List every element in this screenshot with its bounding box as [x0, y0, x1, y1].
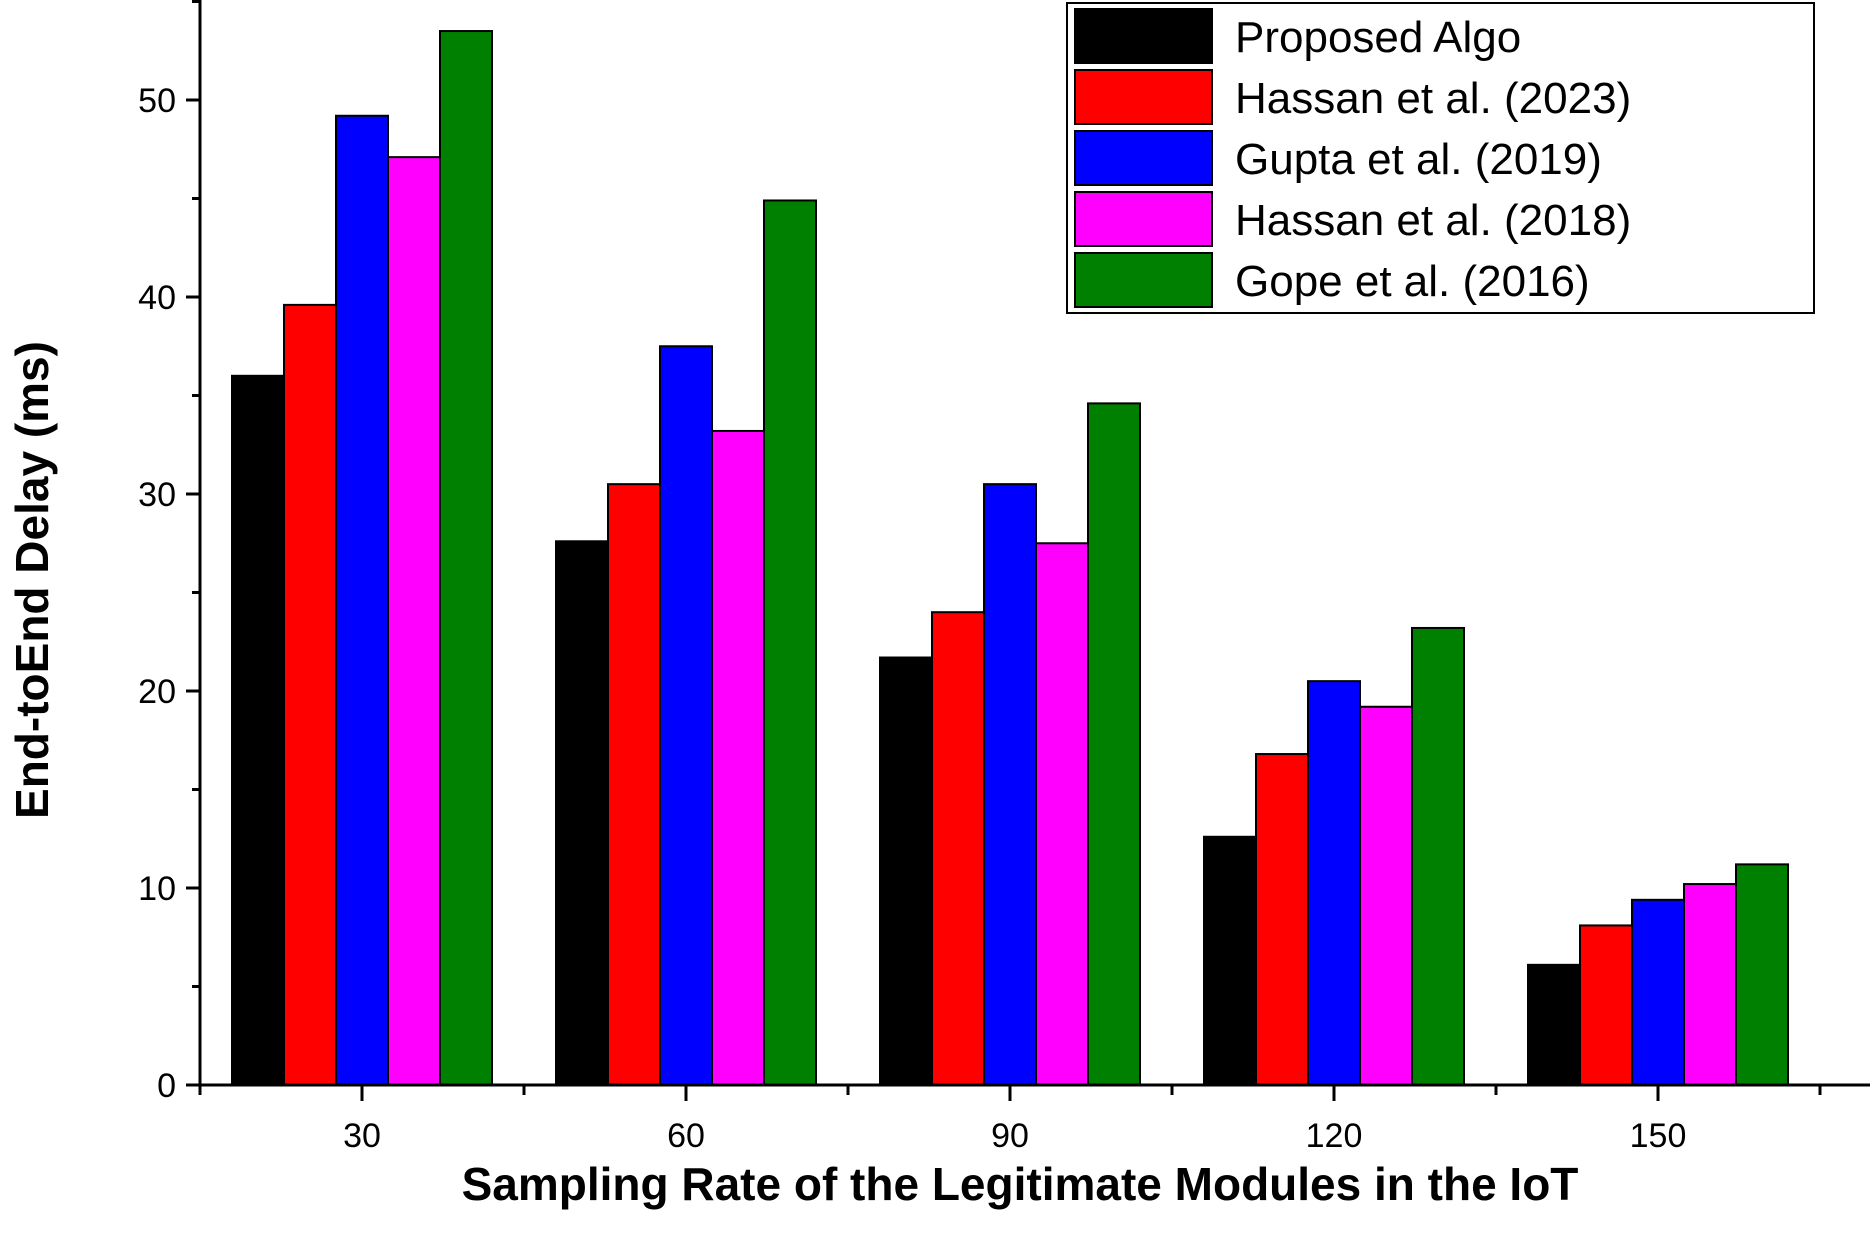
bar-90-1 [879, 656, 933, 1086]
legend: Proposed Algo Hassan et al. (2023) Gupta e… [1066, 2, 1815, 314]
bar-60-4 [711, 429, 765, 1086]
x-axis-title: Sampling Rate of the Legitimate Modules … [462, 1158, 1579, 1210]
bar-150-2 [1579, 924, 1633, 1086]
x-tick-label: 30 [343, 1117, 381, 1155]
bar-30-2 [283, 303, 337, 1086]
bar-60-5 [763, 199, 817, 1087]
legend-swatch [1074, 252, 1213, 308]
bar-120-3 [1307, 680, 1361, 1087]
bar-30-3 [335, 114, 389, 1086]
x-tick-label: 150 [1630, 1117, 1687, 1155]
bar-60-1 [555, 540, 609, 1086]
bar-30-4 [387, 156, 441, 1086]
bar-60-3 [659, 345, 713, 1086]
bar-150-4 [1683, 883, 1737, 1086]
legend-label: Gupta et al. (2019) [1235, 135, 1602, 184]
bar-30-1 [231, 374, 285, 1086]
legend-swatch [1074, 191, 1213, 247]
legend-label: Hassan et al. (2018) [1235, 196, 1631, 245]
x-tick-label: 60 [667, 1117, 705, 1155]
legend-swatch [1074, 69, 1213, 125]
bar-90-4 [1035, 542, 1089, 1086]
bar-120-2 [1255, 753, 1309, 1086]
y-tick-label: 20 [138, 673, 176, 711]
legend-label: Proposed Algo [1235, 13, 1521, 62]
bar-90-3 [983, 483, 1037, 1086]
y-tick-label: 30 [138, 476, 176, 514]
y-tick-label: 10 [138, 870, 176, 908]
y-tick-label: 50 [138, 82, 176, 120]
x-tick-label: 90 [991, 1117, 1029, 1155]
bar-60-2 [607, 483, 661, 1086]
legend-label: Gope et al. (2016) [1235, 257, 1590, 306]
bar-30-5 [439, 30, 493, 1086]
bar-150-5 [1735, 863, 1789, 1086]
legend-label: Hassan et al. (2023) [1235, 74, 1631, 123]
bar-120-4 [1359, 705, 1413, 1086]
bar-120-1 [1203, 835, 1257, 1087]
bar-90-5 [1087, 402, 1141, 1086]
y-tick-label: 0 [157, 1067, 176, 1105]
bar-120-5 [1411, 626, 1465, 1087]
y-tick-label: 40 [138, 279, 176, 317]
x-tick-label: 120 [1306, 1117, 1363, 1155]
legend-swatch [1074, 130, 1213, 186]
bar-90-2 [931, 611, 985, 1086]
legend-swatch [1074, 8, 1213, 64]
bars-group [231, 30, 1789, 1087]
bar-150-1 [1527, 963, 1581, 1087]
axes-group: 0 10 20 30 40 50 30 60 90 120 150 [138, 0, 1870, 1155]
bar-150-3 [1631, 898, 1685, 1086]
y-axis-title: End-toEnd Delay (ms) [6, 341, 58, 819]
